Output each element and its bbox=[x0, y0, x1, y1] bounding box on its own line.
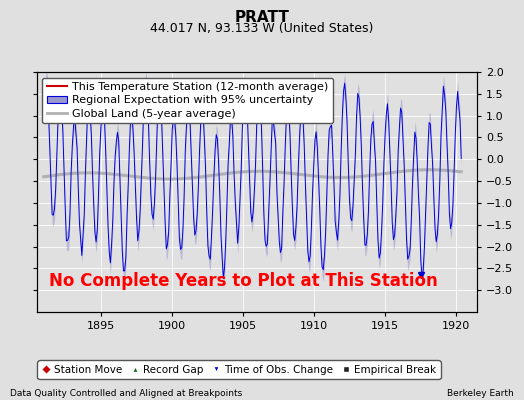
Text: 44.017 N, 93.133 W (United States): 44.017 N, 93.133 W (United States) bbox=[150, 22, 374, 35]
Text: Berkeley Earth: Berkeley Earth bbox=[447, 389, 514, 398]
Text: Data Quality Controlled and Aligned at Breakpoints: Data Quality Controlled and Aligned at B… bbox=[10, 389, 243, 398]
Legend: Station Move, Record Gap, Time of Obs. Change, Empirical Break: Station Move, Record Gap, Time of Obs. C… bbox=[38, 360, 441, 379]
Text: No Complete Years to Plot at This Station: No Complete Years to Plot at This Statio… bbox=[49, 272, 438, 290]
Text: PRATT: PRATT bbox=[235, 10, 289, 25]
